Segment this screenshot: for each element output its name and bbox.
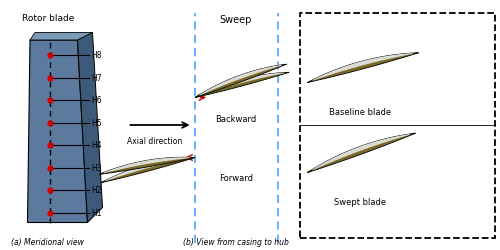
Text: Swept blade: Swept blade [334, 198, 386, 207]
Text: Backward: Backward [216, 114, 256, 124]
Text: (a) Meridional view: (a) Meridional view [11, 237, 84, 246]
Text: H1: H1 [91, 208, 102, 217]
Polygon shape [195, 65, 286, 98]
Polygon shape [308, 134, 416, 173]
Polygon shape [200, 73, 284, 96]
Polygon shape [101, 158, 195, 183]
Polygon shape [308, 54, 418, 83]
Polygon shape [30, 33, 92, 41]
Polygon shape [106, 158, 190, 182]
Polygon shape [28, 41, 88, 222]
Text: H5: H5 [91, 118, 102, 128]
Text: Rotor blade: Rotor blade [22, 14, 75, 24]
Text: Baseline blade: Baseline blade [329, 108, 391, 117]
Polygon shape [104, 158, 190, 174]
Polygon shape [78, 33, 102, 222]
Text: (b) View from casing to hub: (b) View from casing to hub [183, 237, 289, 246]
Polygon shape [312, 54, 413, 81]
Text: Forward: Forward [219, 174, 253, 183]
Text: H7: H7 [91, 74, 102, 83]
Polygon shape [195, 73, 289, 98]
Bar [300, 14, 495, 237]
Text: H6: H6 [91, 96, 102, 105]
Text: Axial direction: Axial direction [128, 136, 183, 145]
Text: Sweep: Sweep [220, 15, 252, 25]
Polygon shape [199, 66, 282, 96]
Text: H2: H2 [91, 186, 102, 195]
Polygon shape [99, 158, 195, 175]
Text: H3: H3 [91, 163, 102, 172]
Text: H8: H8 [91, 51, 102, 60]
Polygon shape [312, 134, 410, 170]
Text: H4: H4 [91, 141, 102, 150]
